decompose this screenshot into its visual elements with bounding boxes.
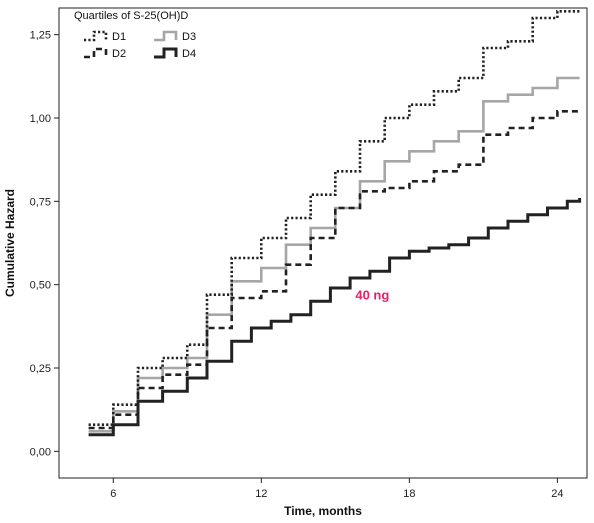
legend-label-d2: D2	[112, 48, 126, 60]
series-d2-line	[88, 110, 580, 430]
series-d4-line	[88, 198, 582, 437]
y-axis-title: Cumulative Hazard	[3, 189, 17, 297]
legend-swatch-d3	[154, 30, 178, 42]
legend: Quartiles of S-25(OH)D D1 D2 D3 D4	[74, 10, 196, 60]
plot-frame	[58, 7, 588, 479]
annotation-40ng: 40 ng	[355, 288, 389, 303]
legend-swatch-d4	[154, 47, 178, 59]
x-axis: 6 12 18 24	[110, 478, 564, 500]
y-axis: 0,00 0,25 0,50 0,75 1,00 1,25	[30, 30, 59, 458]
y-tick-label: 0,50	[30, 280, 51, 292]
x-tick-label: 18	[403, 488, 415, 500]
y-tick-label: 0,75	[30, 196, 51, 208]
legend-item-d4: D4	[154, 47, 196, 60]
legend-label-d3: D3	[182, 31, 196, 43]
legend-swatch-d2	[84, 47, 108, 59]
legend-label-d1: D1	[112, 31, 126, 43]
series-d3-line	[88, 76, 580, 433]
series-d1-line	[88, 10, 580, 426]
x-tick-label: 12	[255, 488, 267, 500]
legend-item-d2: D2	[84, 47, 126, 60]
legend-title: Quartiles of S-25(OH)D	[74, 10, 188, 22]
y-tick-label: 1,25	[30, 30, 51, 42]
x-axis-title: Time, months	[284, 504, 362, 518]
legend-item-d3: D3	[154, 30, 196, 43]
y-tick-label: 0,00	[30, 446, 51, 458]
y-tick-label: 1,00	[30, 113, 51, 125]
x-tick-label: 24	[551, 488, 563, 500]
y-tick-label: 0,25	[30, 363, 51, 375]
legend-label-d4: D4	[182, 48, 196, 60]
x-tick-label: 6	[110, 488, 116, 500]
legend-item-d1: D1	[84, 30, 126, 43]
legend-swatch-d1	[84, 30, 108, 42]
series-layer	[88, 10, 582, 437]
